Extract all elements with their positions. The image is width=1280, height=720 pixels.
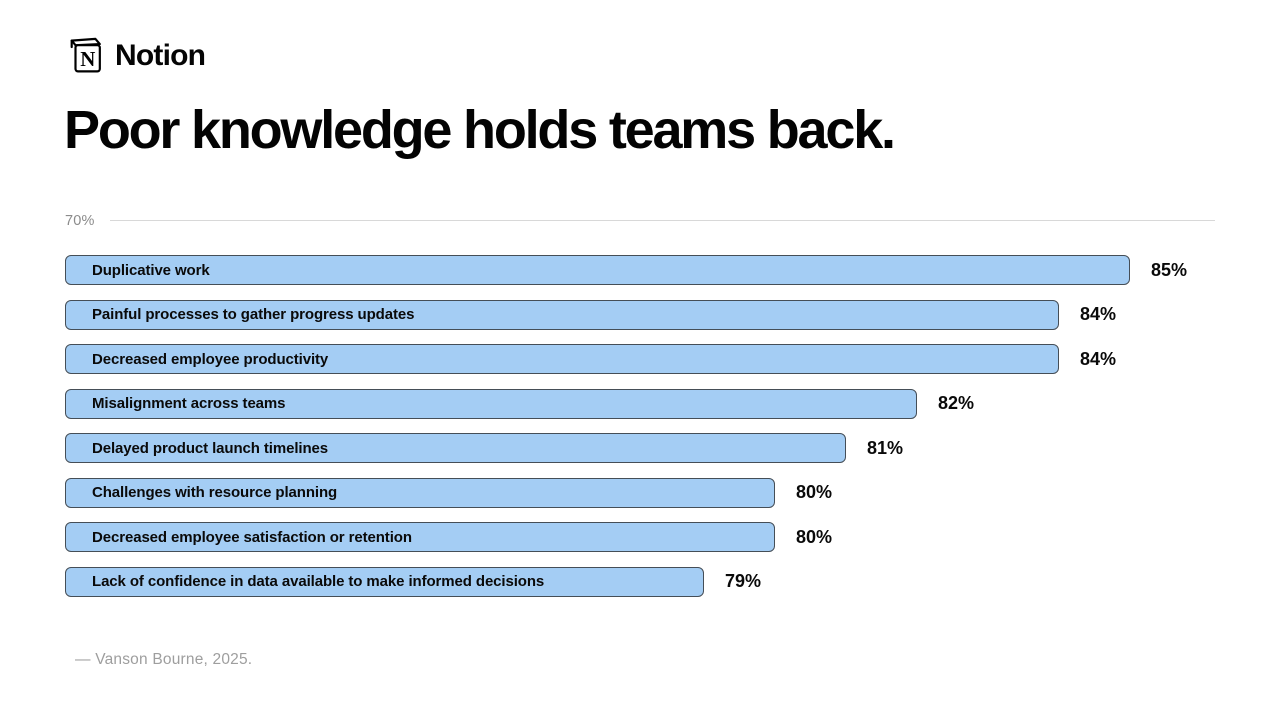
- bar-6: Challenges with resource planning: [65, 477, 775, 508]
- bar-category-label: Decreased employee satisfaction or reten…: [92, 528, 412, 546]
- bar-row: Challenges with resource planning 80%: [65, 477, 1215, 508]
- bar-category-label: Painful processes to gather progress upd…: [92, 306, 415, 323]
- chart-axis: 70%: [65, 212, 1215, 229]
- bar-1: Duplicative work: [65, 255, 1130, 285]
- bar-3: Decreased employee productivity: [65, 344, 1059, 374]
- svg-text:N: N: [80, 47, 95, 71]
- bar-4: Misalignment across teams: [65, 388, 917, 419]
- bar-row: Painful processes to gather progress upd…: [65, 299, 1215, 330]
- bar-category-label: Lack of confidence in data available to …: [92, 573, 545, 590]
- bar-category-label: Decreased employee productivity: [92, 350, 329, 368]
- bar-row: Decreased employee productivity 84%: [65, 344, 1215, 374]
- bar-chart: 70% Duplicative work 85% Painful processes…: [65, 212, 1215, 597]
- bar-value-label: 79%: [725, 571, 762, 591]
- bar-8: Lack of confidence in data available to …: [65, 566, 704, 597]
- bar-row: Duplicative work 85%: [65, 255, 1215, 285]
- bar-category-label: Duplicative work: [92, 261, 210, 279]
- bar-category-label: Challenges with resource planning: [92, 484, 338, 501]
- bars-container: Duplicative work 85% Painful processes to …: [65, 255, 1215, 597]
- bar-2: Painful processes to gather progress upd…: [65, 299, 1059, 330]
- bar-row: Delayed product launch timelines 81%: [65, 433, 1215, 463]
- bar-7: Decreased employee satisfaction or reten…: [65, 522, 775, 552]
- bar-5: Delayed product launch timelines: [65, 433, 846, 463]
- bar-value-label: 82%: [938, 393, 975, 413]
- bar-row: Lack of confidence in data available to …: [65, 566, 1215, 597]
- bar-category-label: Misalignment across teams: [92, 395, 286, 412]
- source-citation: — Vanson Bourne, 2025.: [75, 651, 253, 668]
- bar-row: Decreased employee satisfaction or reten…: [65, 522, 1215, 552]
- bar-value-label: 84%: [1080, 348, 1117, 369]
- bar-row: Misalignment across teams 82%: [65, 388, 1215, 419]
- notion-cube-icon: N: [70, 37, 101, 73]
- bar-value-label: 84%: [1080, 304, 1117, 324]
- bar-value-label: 81%: [867, 437, 904, 458]
- page-title: Poor knowledge holds teams back.: [64, 100, 896, 160]
- brand-header: N Notion: [66, 37, 206, 75]
- axis-line: [109, 220, 1215, 221]
- brand-name: Notion: [115, 39, 206, 72]
- bar-value-label: 85%: [1151, 259, 1188, 280]
- bar-value-label: 80%: [796, 482, 833, 502]
- bar-category-label: Delayed product launch timelines: [92, 439, 329, 457]
- axis-tick-label: 70%: [65, 212, 95, 229]
- bar-value-label: 80%: [796, 526, 833, 547]
